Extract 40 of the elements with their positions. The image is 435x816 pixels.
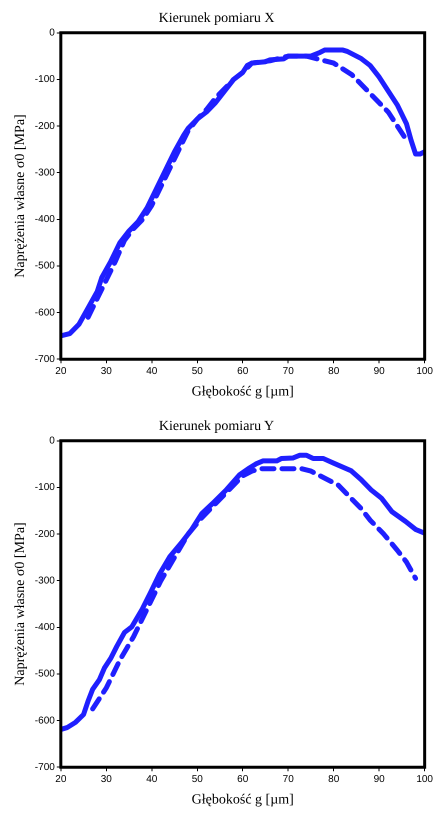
- y-tick-label: 0: [49, 28, 56, 39]
- y-tick-label: -700: [34, 762, 56, 773]
- x-tick-label: 20: [55, 774, 67, 785]
- x-tick-label: 30: [100, 366, 112, 377]
- x-tick-label: 80: [328, 774, 340, 785]
- x-axis-title: Głębokość g [µm]: [192, 792, 294, 808]
- x-tick-label: 30: [100, 774, 112, 785]
- chart-title: Kierunek pomiaru X: [158, 11, 274, 26]
- x-tick-label: 60: [237, 366, 249, 377]
- x-tick-label: 90: [374, 774, 386, 785]
- y-tick-label: -300: [34, 575, 56, 586]
- x-tick-label: 50: [192, 774, 204, 785]
- x-tick-label: 40: [146, 366, 158, 377]
- x-tick-label: 80: [328, 366, 340, 377]
- chart-title: Kierunek pomiaru Y: [158, 419, 274, 434]
- y-tick-label: -400: [34, 214, 56, 226]
- y-tick-label: -200: [34, 120, 56, 132]
- y-tick-label: -100: [34, 482, 56, 494]
- y-tick-label: -600: [34, 307, 56, 318]
- y-tick-label: 0: [49, 436, 56, 447]
- x-axis-title: Głębokość g [µm]: [192, 384, 294, 400]
- y-tick-label: -100: [34, 74, 56, 86]
- y-axis-title: Naprężenia własne σ0 [MPa]: [13, 114, 28, 278]
- y-tick-label: -300: [34, 167, 56, 178]
- y-tick-label: -200: [34, 528, 56, 540]
- x-tick-label: 50: [192, 366, 204, 377]
- x-tick-label: 100: [416, 366, 434, 377]
- x-tick-label: 70: [282, 774, 294, 785]
- y-tick-label: -600: [34, 715, 56, 726]
- x-tick-label: 40: [146, 774, 158, 785]
- y-tick-label: -500: [34, 260, 56, 272]
- y-axis-title: Naprężenia własne σ0 [MPa]: [13, 522, 28, 686]
- x-tick-label: 90: [374, 366, 386, 377]
- y-tick-label: -700: [34, 354, 56, 365]
- y-tick-label: -500: [34, 668, 56, 680]
- x-tick-label: 60: [237, 774, 249, 785]
- x-tick-label: 100: [416, 774, 434, 785]
- y-tick-label: -400: [34, 622, 56, 634]
- x-tick-label: 70: [282, 366, 294, 377]
- x-tick-label: 20: [55, 366, 67, 377]
